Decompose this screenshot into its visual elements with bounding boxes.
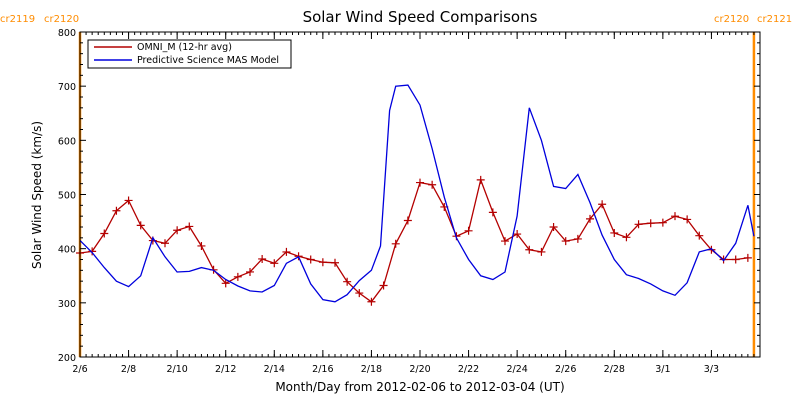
data-point-omni	[743, 253, 752, 262]
x-tick-label: 2/24	[506, 364, 527, 375]
data-point-omni	[355, 289, 364, 298]
x-tick-label: 2/12	[215, 364, 236, 375]
legend: OMNI_M (12-hr avg) Predictive Science MA…	[87, 39, 292, 69]
data-point-omni	[221, 279, 230, 288]
data-point-omni	[634, 220, 643, 229]
x-tick-label: 2/8	[121, 364, 136, 375]
x-tick-label: 2/22	[458, 364, 479, 375]
data-point-omni	[671, 212, 679, 221]
x-tick-label: 2/16	[312, 364, 333, 375]
x-tick-label: 3/3	[704, 364, 719, 375]
data-point-omni	[258, 254, 267, 263]
data-point-omni	[598, 200, 607, 209]
data-point-omni	[282, 247, 291, 256]
x-tick-label: 2/20	[409, 364, 430, 375]
legend-label-omni: OMNI_M (12-hr avg)	[137, 42, 232, 53]
data-point-omni	[306, 255, 315, 264]
data-point-omni	[197, 241, 206, 250]
data-point-omni	[464, 226, 473, 235]
data-point-omni	[622, 233, 631, 242]
x-tick-label: 2/6	[72, 364, 87, 375]
data-point-omni	[233, 272, 242, 281]
data-point-omni	[161, 239, 169, 248]
y-tick-label: 800	[58, 28, 76, 39]
x-tick-label: 2/28	[604, 364, 625, 375]
data-point-omni	[646, 219, 655, 228]
data-point-omni	[513, 230, 522, 239]
data-point-omni	[403, 216, 412, 225]
data-point-omni	[683, 215, 692, 224]
data-point-omni	[525, 245, 534, 254]
data-point-omni	[343, 277, 352, 286]
data-point-omni	[549, 223, 558, 231]
y-tick-label: 300	[58, 299, 76, 310]
y-tick-label: 400	[58, 245, 76, 256]
legend-box	[87, 39, 292, 69]
chart-title: Solar Wind Speed Comparisons	[303, 8, 538, 26]
data-point-omni	[561, 237, 570, 246]
data-point-omni	[719, 255, 728, 264]
series-layer	[76, 84, 755, 306]
x-tick-label: 2/14	[264, 364, 285, 375]
data-point-omni	[185, 222, 194, 231]
data-point-omni	[610, 228, 619, 237]
data-point-omni	[537, 247, 546, 256]
data-point-omni	[501, 237, 509, 246]
x-tick-label: 2/10	[166, 364, 187, 375]
y-axis-label: Solar Wind Speed (km/s)	[30, 121, 44, 269]
data-point-omni	[136, 221, 145, 230]
data-point-omni	[367, 297, 376, 306]
carrington-label: cr2119	[0, 14, 35, 25]
data-point-omni	[476, 175, 485, 184]
y-tick-label: 500	[58, 191, 76, 202]
series-line-mas	[80, 84, 755, 303]
plot-frame	[79, 31, 761, 358]
data-point-omni	[173, 226, 182, 235]
data-point-omni	[428, 180, 437, 189]
axis-layer: 200 300 400 500 600 700 800 2/6 2/8 2/10 2/12 2/14 2…	[58, 28, 761, 375]
data-point-omni	[488, 208, 497, 217]
data-point-omni	[573, 234, 582, 243]
data-point-omni	[731, 255, 740, 264]
y-tick-label: 600	[58, 136, 76, 147]
x-tick-label: 2/26	[555, 364, 576, 375]
data-point-omni	[379, 281, 388, 290]
data-point-omni	[318, 258, 327, 267]
carrington-label: cr2120	[714, 14, 749, 25]
data-point-omni	[112, 206, 121, 215]
y-tick-label: 200	[58, 353, 76, 364]
data-point-omni	[246, 267, 254, 276]
data-point-omni	[88, 247, 97, 256]
x-axis-label: Month/Day from 2012-02-06 to 2012-03-04 …	[275, 380, 564, 394]
data-point-omni	[270, 259, 279, 268]
data-point-omni	[695, 231, 704, 240]
data-point-omni	[416, 178, 424, 187]
carrington-label: cr2120	[44, 14, 79, 25]
data-point-omni	[124, 196, 133, 205]
data-point-omni	[586, 214, 594, 223]
legend-label-mas: Predictive Science MAS Model	[137, 55, 279, 66]
data-point-omni	[391, 239, 400, 248]
y-tick-label: 700	[58, 82, 76, 93]
x-tick-label: 2/18	[361, 364, 382, 375]
x-tick-label: 3/1	[655, 364, 670, 375]
carrington-label: cr2121	[757, 14, 792, 25]
series-line-omni	[80, 177, 748, 303]
data-point-omni	[658, 218, 667, 227]
data-point-omni	[331, 258, 339, 267]
data-point-omni	[100, 229, 109, 238]
